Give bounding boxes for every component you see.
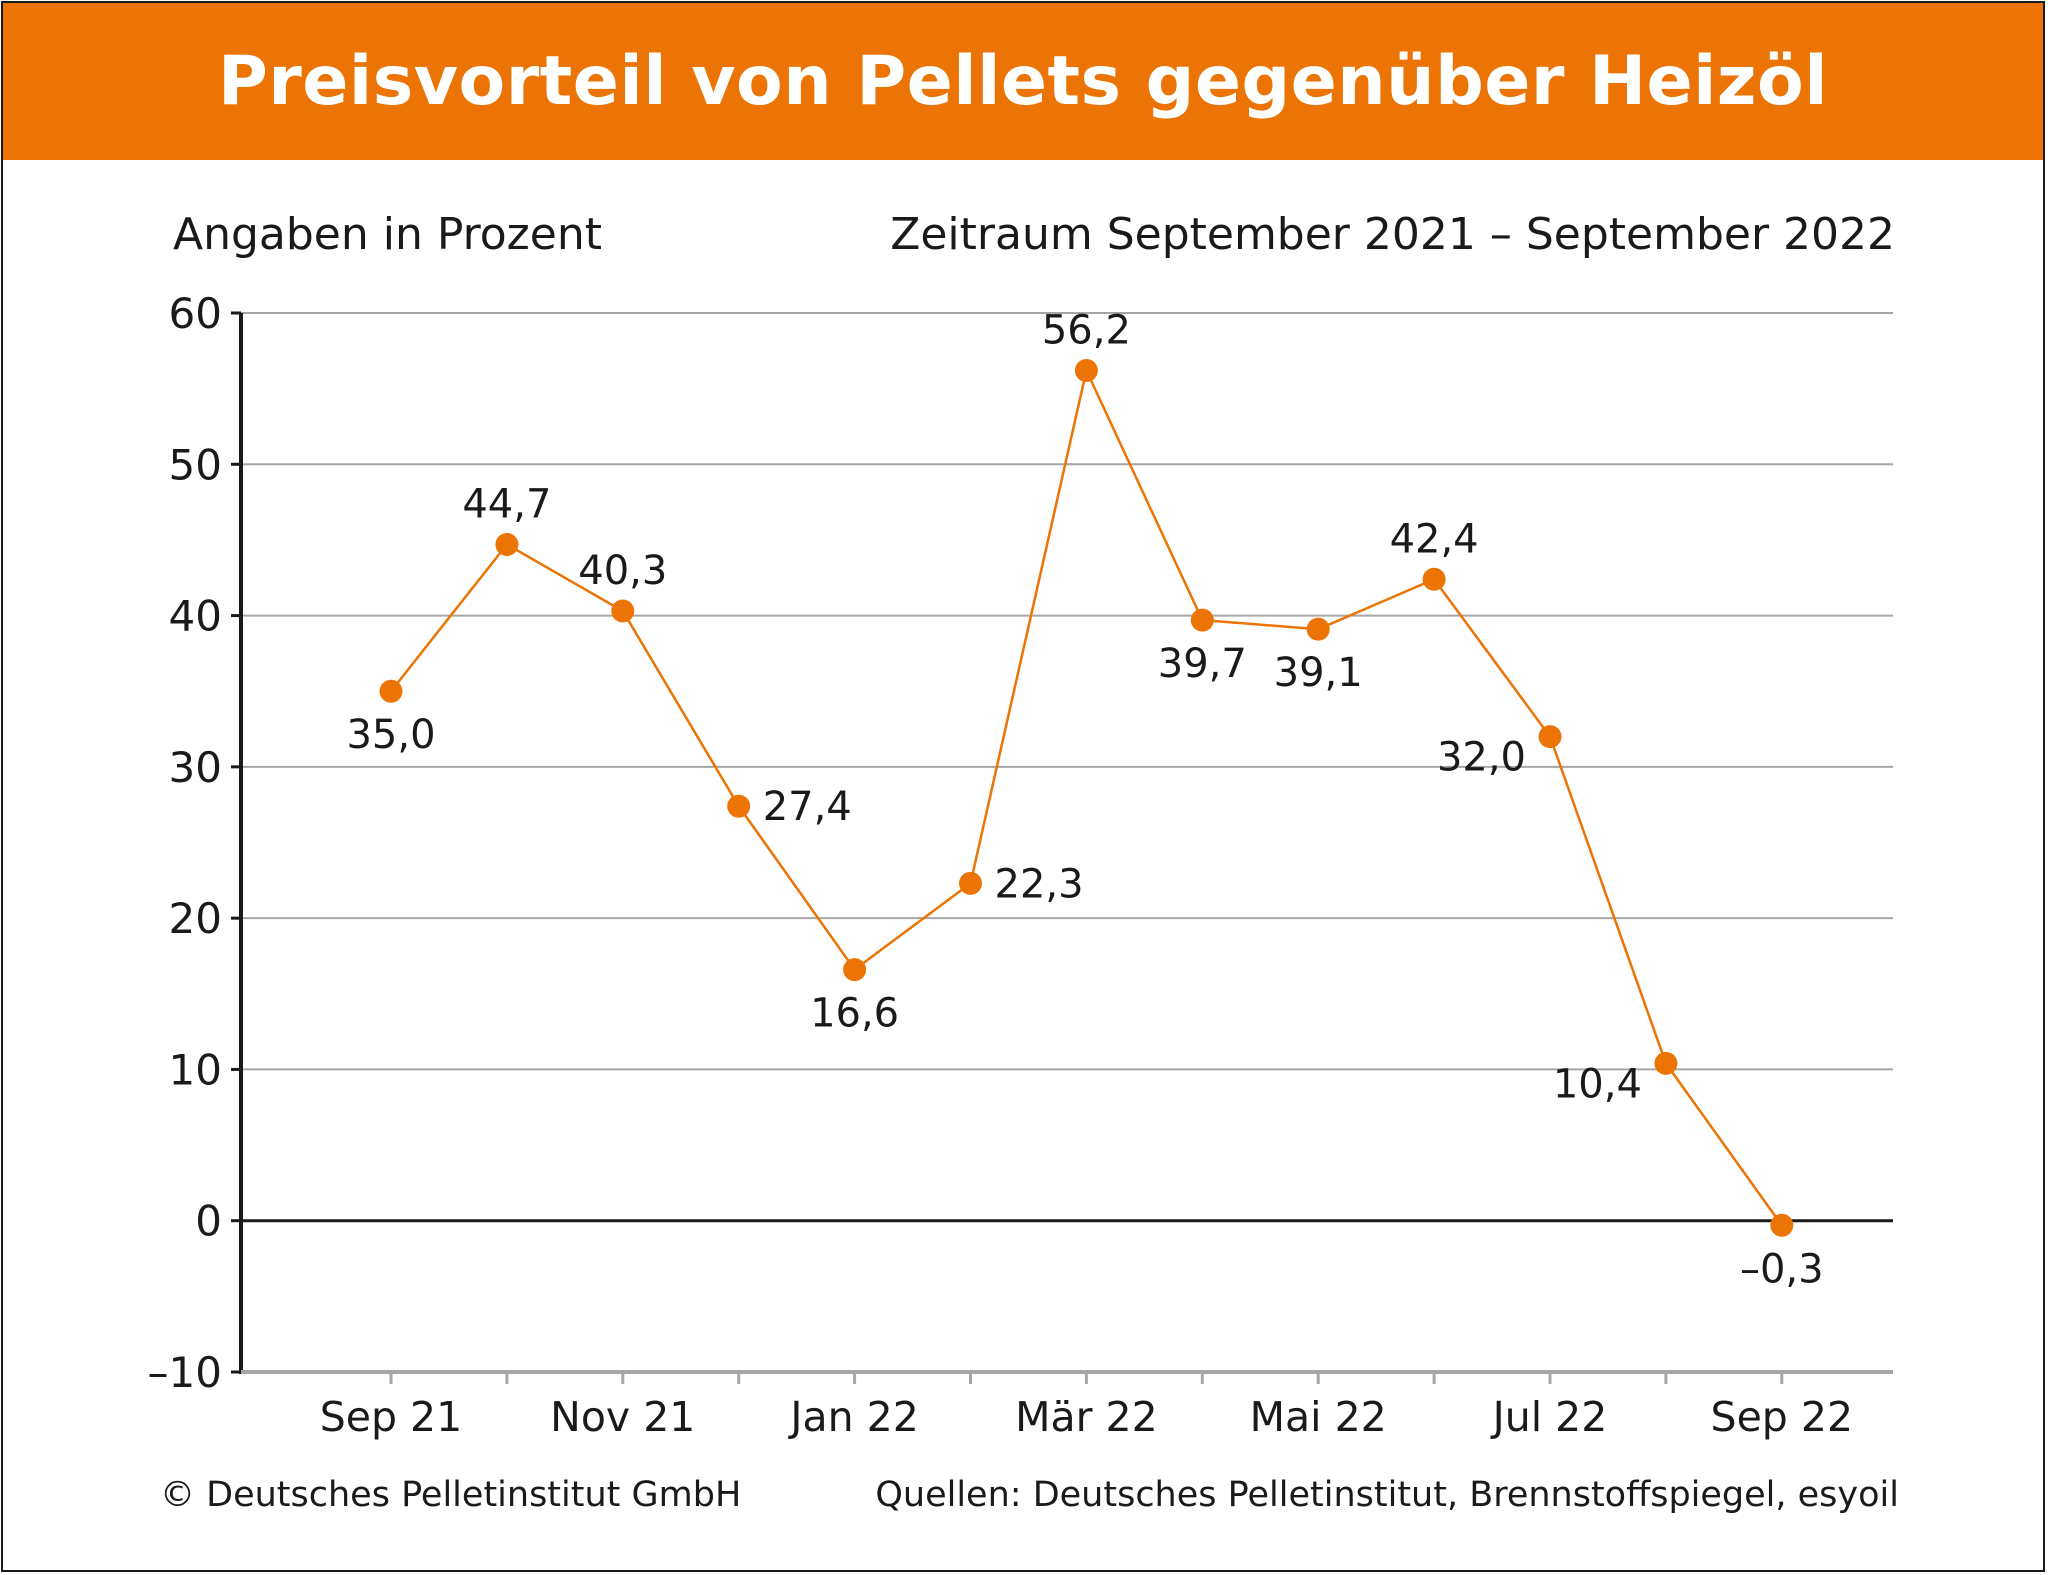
data-point (843, 958, 867, 982)
x-tick-label: Sep 21 (320, 1393, 462, 1441)
data-label: –0,3 (1740, 1246, 1824, 1292)
data-label: 39,1 (1274, 650, 1363, 696)
data-point (1306, 617, 1330, 641)
chart-title: Preisvorteil von Pellets gegenüber Heizö… (217, 42, 1829, 121)
data-point (1654, 1051, 1678, 1075)
data-point (379, 679, 403, 703)
y-tick-label: 10 (169, 1045, 222, 1094)
x-tick-label: Nov 21 (550, 1393, 695, 1441)
title-banner: Preisvorteil von Pellets gegenüber Heizö… (3, 3, 2043, 160)
data-point (1190, 608, 1214, 632)
data-label: 10,4 (1553, 1061, 1642, 1107)
source-note: Quellen: Deutsches Pelletinstitut, Brenn… (875, 1475, 1899, 1515)
x-tick-label: Mai 22 (1250, 1393, 1387, 1441)
data-label: 35,0 (346, 712, 435, 758)
data-label: 56,2 (1042, 307, 1131, 353)
data-point (1422, 567, 1446, 591)
data-label: 16,6 (810, 991, 899, 1037)
data-point (1770, 1213, 1794, 1237)
y-tick-label: 30 (169, 743, 222, 792)
data-label: 44,7 (462, 481, 551, 527)
data-point (611, 599, 635, 623)
data-point (727, 794, 751, 818)
data-label: 32,0 (1437, 735, 1526, 781)
copyright-note: © Deutsches Pelletinstitut GmbH (160, 1475, 742, 1515)
data-point (1538, 725, 1562, 749)
y-tick-label: –10 (148, 1348, 222, 1397)
y-tick-label: 40 (169, 592, 222, 641)
data-label: 39,7 (1158, 641, 1247, 687)
data-point (959, 871, 982, 895)
data-points (379, 358, 1794, 1237)
data-label: 22,3 (995, 861, 1084, 907)
data-label: 27,4 (763, 784, 852, 830)
y-tick-label: 0 (195, 1197, 222, 1246)
data-labels: 35,0 44,7 40,3 27,4 16,6 22,3 56,2 39,7 39,1 42,4… (346, 307, 1823, 1292)
data-label: 40,3 (578, 548, 667, 594)
x-tick-label: Jan 22 (787, 1393, 918, 1441)
x-tick-label: Jul 22 (1490, 1393, 1608, 1441)
y-tick-label: 50 (169, 440, 222, 489)
axes: –10 0 10 20 30 40 50 60 Sep 21 Nov 21 Jan 22 Mär 22… (148, 289, 1893, 1441)
y-tick-label: 20 (169, 894, 222, 943)
data-label: 42,4 (1390, 516, 1479, 562)
unit-label: Angaben in Prozent (173, 209, 602, 260)
x-tick-label: Mär 22 (1015, 1393, 1158, 1441)
grid-lines (241, 312, 1893, 1071)
x-tick-label: Sep 22 (1711, 1393, 1853, 1441)
y-tick-label: 60 (169, 289, 222, 338)
period-label: Zeitraum September 2021 – September 2022 (890, 209, 1895, 260)
data-point (495, 532, 519, 556)
data-point (1074, 358, 1098, 382)
